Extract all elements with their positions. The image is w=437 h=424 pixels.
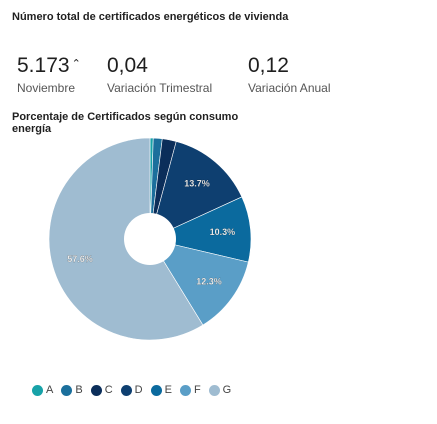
kpi-label-monthly: Noviembre (17, 81, 76, 95)
legend-item-g[interactable]: G (208, 384, 232, 396)
data-label-e: 10.3% (210, 227, 236, 237)
chart-title: Número total de certificados energéticos… (12, 11, 289, 23)
kpi-label-annual: Variación Anual (248, 81, 331, 95)
legend-label: G (222, 384, 232, 396)
legend-swatch (61, 384, 73, 396)
kpi-value-text: 5.173 (17, 54, 70, 77)
data-label-f: 12.3% (196, 277, 222, 287)
kpi-value-annual: 0,12 (248, 54, 289, 77)
legend-swatch (90, 384, 102, 396)
legend-swatch (179, 384, 191, 396)
legend-item-d[interactable]: D (120, 384, 143, 396)
kpi-value-quarterly: 0,04 (107, 54, 148, 77)
legend-label: C (104, 384, 113, 396)
kpi-value-monthly: 5.173 ⌃ (17, 54, 81, 78)
legend-item-a[interactable]: A (32, 384, 53, 396)
legend-swatch (150, 384, 162, 396)
data-label-d: 13.7% (184, 178, 210, 188)
legend-item-c[interactable]: C (90, 384, 113, 396)
kpi-label-quarterly: Variación Trimestral (107, 81, 213, 95)
pie-slice-d[interactable] (149, 141, 243, 240)
legend-swatch (120, 384, 132, 396)
legend-label: D (134, 384, 143, 396)
legend-item-f[interactable]: F (179, 384, 201, 396)
legend-label: A (46, 384, 54, 396)
legend-item-b[interactable]: B (61, 384, 83, 396)
legend-swatch (32, 384, 43, 396)
legend-label: F (193, 384, 201, 396)
legend-label: B (75, 384, 83, 396)
chart-subtitle: Porcentaje de Certificados según consumo… (12, 111, 239, 135)
chart-legend: A B C D E F G (32, 384, 239, 396)
legend-item-e[interactable]: E (150, 384, 172, 396)
legend-swatch (208, 384, 220, 396)
legend-label: E (164, 384, 172, 396)
donut-hole (124, 213, 176, 265)
data-label-g: 57.6% (67, 254, 93, 264)
pie-slice-f[interactable] (149, 238, 249, 326)
trend-up-icon: ⌃ (71, 58, 81, 70)
